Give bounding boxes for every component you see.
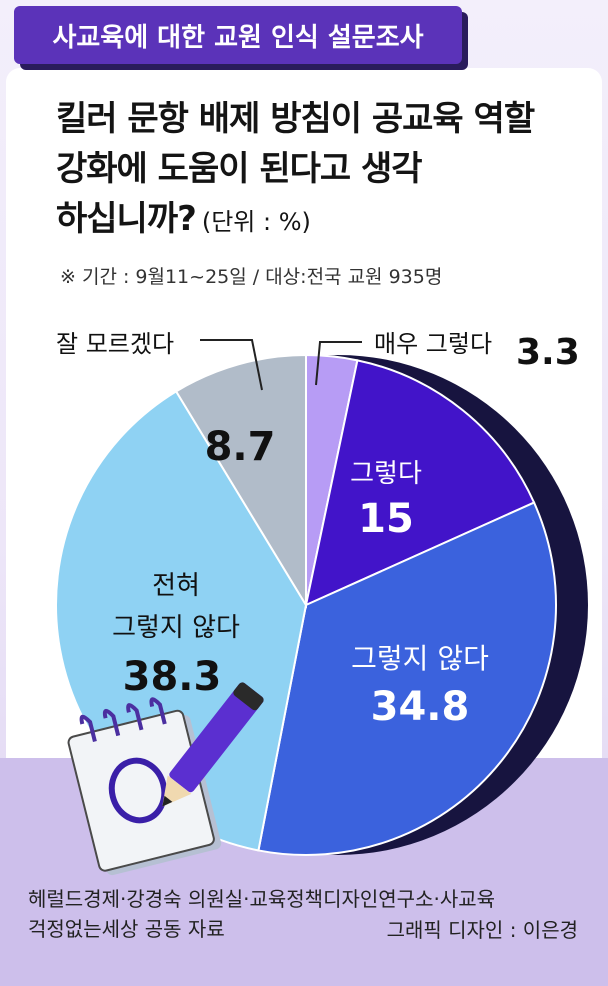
label-not-at-all-line1: 전혀: [152, 571, 200, 601]
leader-line-dont-know: [200, 339, 263, 391]
chart-question: 킬러 문항 배제 방침이 공교육 역할 강화에 도움이 된다고 생각 하십니까?…: [56, 94, 596, 247]
pie-slices: [55, 353, 557, 856]
pie-slice-그렇다: [304, 359, 536, 607]
unit-label: (단위 : %): [201, 208, 311, 236]
source-text: 헤럴드경제·강경숙 의원실·교육정책디자인연구소·사교육 걱정없는세상 공동 자…: [28, 884, 495, 944]
source-line-1: 헤럴드경제·강경숙 의원실·교육정책디자인연구소·사교육: [28, 887, 496, 911]
label-not-at-all-value: 38.3: [123, 654, 222, 700]
pie-slice-그렇지-않다: [257, 501, 557, 856]
label-very-yes-value: 3.3: [516, 332, 580, 373]
label-dont-know-name: 잘 모르겠다: [56, 330, 174, 358]
label-yes-name: 그렇다: [350, 459, 422, 489]
header-title: 사교육에 대한 교원 인식 설문조사: [14, 6, 462, 64]
graphic-credit: 그래픽 디자인 : 이은경: [386, 918, 578, 942]
label-not-at-all-line2: 그렇지 않다: [112, 613, 240, 643]
label-no-value: 34.8: [371, 684, 470, 730]
label-yes-value: 15: [358, 496, 414, 542]
question-line-3-text: 하십니까?: [56, 199, 197, 239]
question-line-2: 강화에 도움이 된다고 생각: [56, 149, 423, 189]
source-line-2: 걱정없는세상 공동 자료: [28, 917, 225, 941]
leader-line-very-yes: [315, 341, 362, 386]
survey-period: ※ 기간 : 9월11~25일 / 대상:전국 교원 935명: [60, 266, 443, 288]
label-no-name: 그렇지 않다: [351, 642, 489, 675]
question-line-1: 킬러 문항 배제 방침이 공교육 역할: [56, 99, 535, 139]
question-line-3: 하십니까? (단위 : %): [56, 194, 596, 247]
pen-icon: [162, 682, 264, 807]
pie-slice-잘-모르겠다: [174, 353, 307, 609]
label-very-yes-name: 매우 그렇다: [374, 330, 492, 358]
label-dont-know-value: 8.7: [205, 424, 276, 470]
